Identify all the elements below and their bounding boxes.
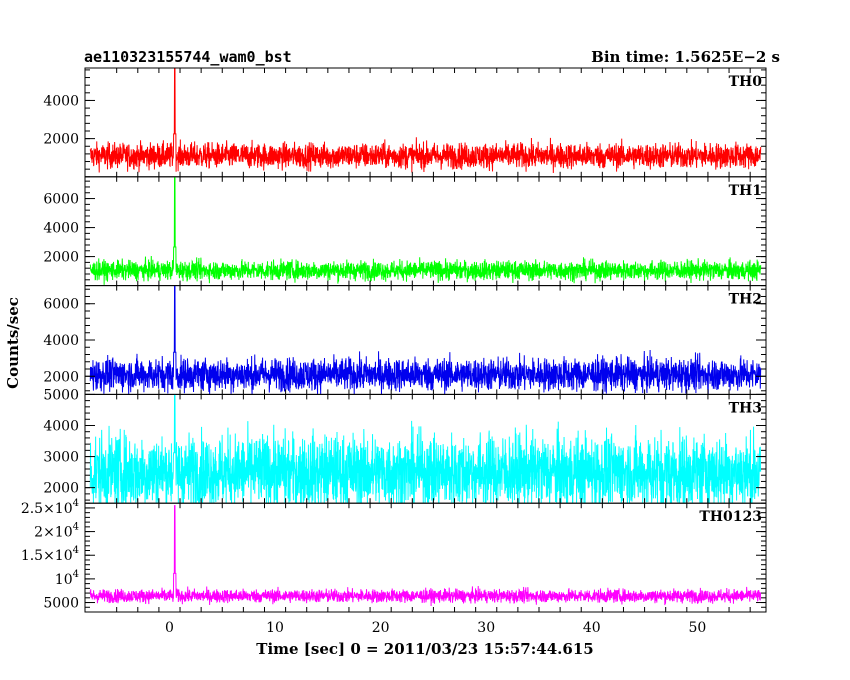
x-axis-ticks: 0 10 20 30 40 50 xyxy=(165,620,706,636)
panels-layer: TH0 2000 4000 TH1 2000 4000 6000 TH2 2000 4000 600… xyxy=(21,67,767,613)
panel-label: TH1 xyxy=(729,183,762,199)
panel-th1: TH1 2000 4000 6000 xyxy=(43,176,767,287)
y-tick-label: 2×104 xyxy=(34,522,79,541)
panel-label: TH0123 xyxy=(699,509,762,525)
panel-label: TH0 xyxy=(729,74,763,90)
chart-title: ae110323155744_wam0_bst xyxy=(84,48,292,66)
y-tick-label: 2.5×104 xyxy=(21,498,79,517)
y-tick-label: 2000 xyxy=(43,250,79,266)
series-line-th0 xyxy=(89,68,762,173)
bin-time-label: Bin time: 1.5625E−2 s xyxy=(591,48,780,66)
panel-th0123: TH0123 5000 104 1.5×104 2×104 2.5×104 xyxy=(21,498,767,613)
y-tick-label: 2000 xyxy=(43,132,79,148)
x-tick-label: 50 xyxy=(688,620,706,636)
series-line-th3 xyxy=(89,394,762,504)
series-line-th0123 xyxy=(89,505,762,606)
y-tick-label: 1.5×104 xyxy=(21,545,79,564)
panel-frame xyxy=(84,502,767,613)
y-axis-label: Counts/sec xyxy=(4,297,22,389)
y-tick-label: 4000 xyxy=(43,221,79,237)
x-tick-label: 0 xyxy=(165,620,174,636)
y-tick-label: 2000 xyxy=(43,369,79,385)
x-tick-label: 30 xyxy=(477,620,495,636)
y-tick-label: 4000 xyxy=(43,333,79,349)
panel-label: TH2 xyxy=(729,292,762,308)
panel-th3: TH3 2000 3000 4000 5000 xyxy=(43,387,767,504)
y-tick-label: 6000 xyxy=(43,297,79,313)
y-tick-label: 4000 xyxy=(43,418,79,434)
y-tick-label: 6000 xyxy=(43,192,79,208)
series-line-th2 xyxy=(89,285,762,395)
x-tick-label: 20 xyxy=(372,620,390,636)
y-tick-label: 5000 xyxy=(43,596,79,612)
panel-th0: TH0 2000 4000 xyxy=(43,67,767,178)
panel-th2: TH2 2000 4000 6000 xyxy=(43,285,767,395)
y-tick-label: 104 xyxy=(55,569,79,588)
y-tick-label: 5000 xyxy=(43,387,79,403)
x-tick-label: 10 xyxy=(266,620,284,636)
y-tick-label: 4000 xyxy=(43,93,79,109)
panel-label: TH3 xyxy=(729,400,762,416)
x-tick-label: 40 xyxy=(583,620,601,636)
y-tick-label: 3000 xyxy=(43,450,79,466)
x-axis-label: Time [sec] 0 = 2011/03/23 15:57:44.615 xyxy=(256,640,593,658)
y-tick-label: 2000 xyxy=(43,481,79,497)
series-line-th1 xyxy=(89,176,762,285)
